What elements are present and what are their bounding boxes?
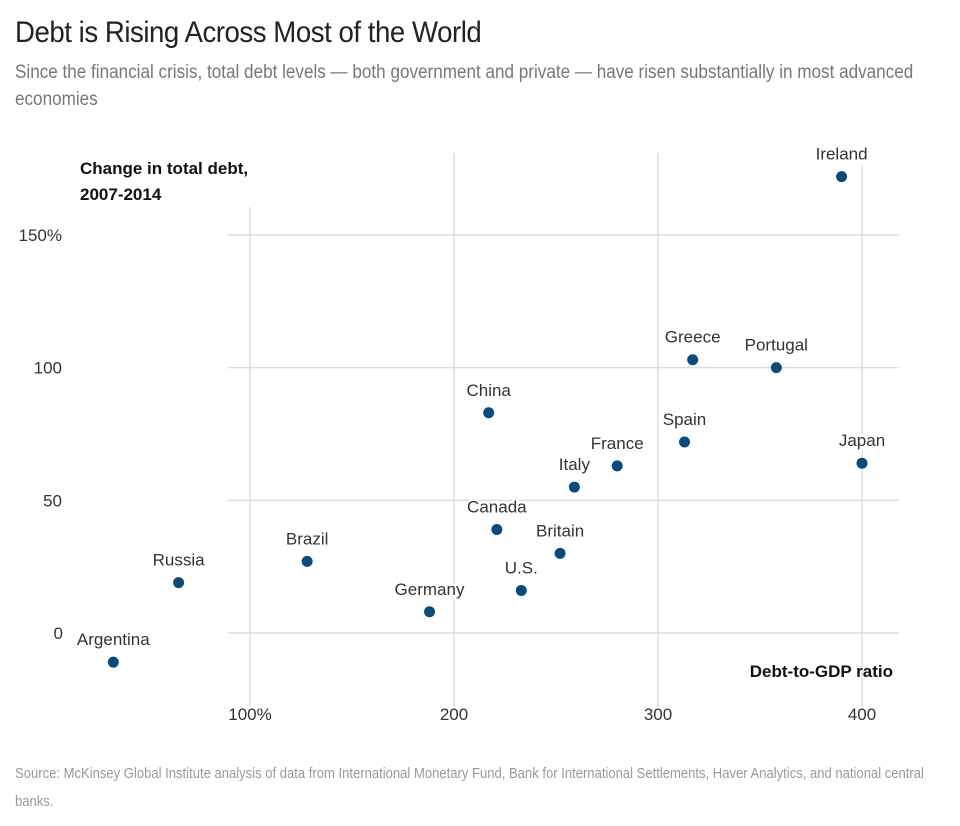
source-note: Source: McKinsey Global Institute analys… — [15, 765, 924, 810]
point-label: Italy — [559, 455, 591, 474]
point-label: Canada — [467, 498, 527, 517]
point-label: Portugal — [745, 336, 808, 355]
data-points: Ireland Greece Portugal China Spain France Jap… — [74, 142, 888, 668]
y-tick-label: 150% — [19, 226, 62, 245]
x-tick-label: 300 — [644, 705, 672, 724]
data-point — [856, 457, 868, 469]
point-label: France — [591, 434, 644, 453]
point-label: Ireland — [816, 145, 868, 164]
y-tick-label: 50 — [43, 491, 62, 510]
point-label: Britain — [536, 521, 584, 540]
point-label: China — [466, 381, 511, 400]
data-point — [301, 555, 313, 567]
chart-subtitle: Since the financial crisis, total debt l… — [15, 62, 914, 110]
point-portugal: Portugal — [742, 333, 810, 374]
point-us: U.S. — [502, 556, 540, 597]
data-point — [611, 460, 623, 472]
data-point — [483, 407, 495, 419]
x-axis-title: Debt-to-GDP ratio — [750, 662, 893, 681]
point-china: China — [464, 378, 514, 419]
point-germany: Germany — [392, 577, 467, 618]
data-point — [515, 585, 527, 597]
y-axis-title-line: Change in total debt, — [80, 159, 248, 178]
chart-title: Debt is Rising Across Most of the World — [15, 16, 482, 49]
point-greece: Greece — [662, 325, 723, 366]
data-point — [568, 481, 580, 493]
point-italy: Italy — [556, 453, 593, 493]
data-point — [107, 656, 119, 668]
data-point — [687, 354, 699, 366]
data-point — [554, 547, 566, 559]
y-axis-title-line: 2007-2014 — [80, 185, 162, 204]
data-point — [173, 577, 185, 589]
point-label: Spain — [663, 410, 706, 429]
point-spain: Spain — [660, 407, 709, 448]
axis-ticks: 0 50 100 150% 100% 200 300 400 — [19, 226, 877, 724]
gridlines — [228, 153, 899, 706]
point-russia: Russia — [150, 548, 208, 589]
y-tick-label: 100 — [34, 359, 62, 378]
point-label: Russia — [153, 551, 206, 570]
point-france: France — [588, 431, 646, 472]
x-tick-label: 200 — [440, 705, 468, 724]
point-label: Germany — [395, 580, 465, 599]
point-britain: Britain — [533, 519, 587, 559]
data-point — [424, 606, 436, 618]
data-point — [836, 171, 848, 183]
point-brazil: Brazil — [283, 527, 331, 567]
data-point — [770, 362, 782, 374]
point-label: Greece — [665, 328, 721, 347]
data-point — [679, 436, 691, 448]
point-label: Brazil — [286, 529, 329, 548]
point-label: Argentina — [77, 630, 150, 649]
point-argentina: Argentina — [74, 628, 153, 668]
x-tick-label: 400 — [848, 705, 876, 724]
y-tick-label: 0 — [54, 624, 63, 643]
point-ireland: Ireland — [813, 142, 870, 183]
y-axis-title: Change in total debt, 2007-2014 — [80, 159, 248, 204]
point-japan: Japan — [836, 429, 888, 469]
point-canada: Canada — [465, 495, 530, 536]
point-label: Japan — [839, 431, 885, 450]
data-point — [491, 524, 503, 536]
x-tick-label: 100% — [228, 705, 271, 724]
point-label: U.S. — [505, 559, 538, 578]
